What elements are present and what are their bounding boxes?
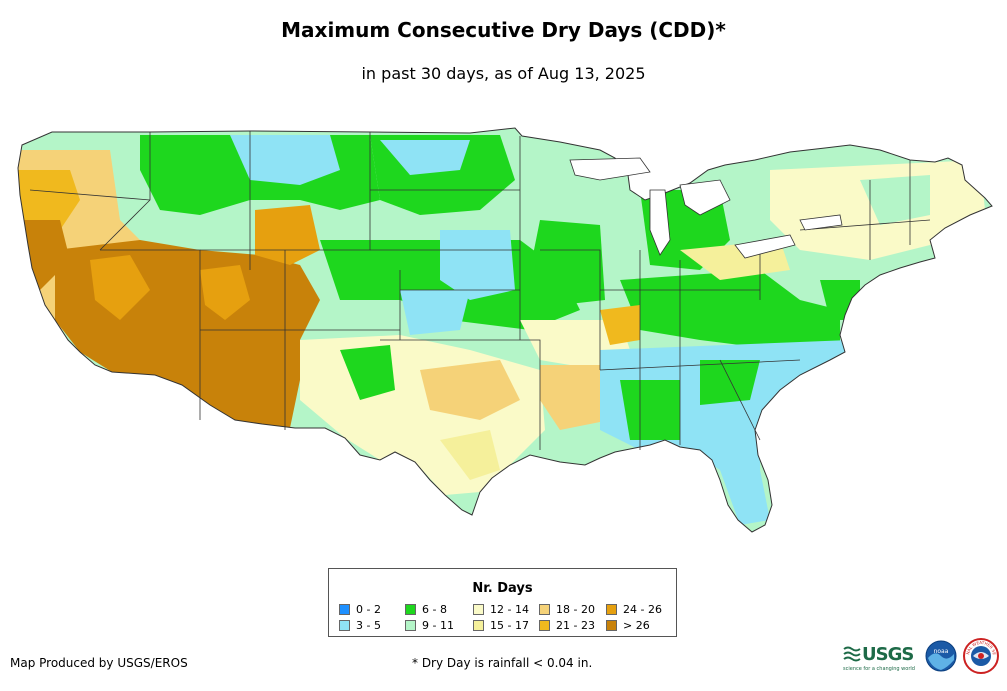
cdd-map	[17, 127, 993, 533]
legend-label: 21 - 23	[556, 619, 595, 632]
usgs-wave-icon	[843, 646, 861, 661]
legend-swatch	[606, 620, 617, 631]
legend-title: Nr. Days	[472, 581, 533, 596]
noaa-wordmark: noaa	[934, 648, 949, 655]
legend-label: 15 - 17	[490, 619, 529, 632]
usgs-logo: USGS	[843, 644, 914, 665]
legend-label: 9 - 11	[422, 619, 454, 632]
map-title: Maximum Consecutive Dry Days (CDD)*	[281, 18, 726, 42]
dry-day-footnote: * Dry Day is rainfall < 0.04 in.	[412, 656, 593, 670]
legend-label: 0 - 2	[356, 603, 381, 616]
legend-item-0-2: 0 - 2	[339, 603, 381, 616]
usgs-tagline: science for a changing world	[843, 666, 915, 672]
legend-item-21-23: 21 - 23	[539, 619, 595, 632]
legend-swatch	[539, 604, 550, 615]
legend-label: 6 - 8	[422, 603, 447, 616]
legend-label: 12 - 14	[490, 603, 529, 616]
legend-label: 3 - 5	[356, 619, 381, 632]
legend-swatch	[339, 620, 350, 631]
legend-swatch	[473, 620, 484, 631]
legend-item-24-26: 24 - 26	[606, 603, 662, 616]
legend-item-6-8: 6 - 8	[405, 603, 447, 616]
legend-item-18-20: 18 - 20	[539, 603, 595, 616]
map-credit: Map Produced by USGS/EROS	[10, 656, 188, 670]
legend-swatch	[473, 604, 484, 615]
legend-label: 18 - 20	[556, 603, 595, 616]
legend-swatch	[405, 620, 416, 631]
legend-item-3-5: 3 - 5	[339, 619, 381, 632]
legend-swatch	[606, 604, 617, 615]
legend-label: 24 - 26	[623, 603, 662, 616]
agency-logos: USGS science for a changing world noaa N…	[843, 638, 1001, 678]
map-legend: Nr. Days 0 - 2 3 - 5 6 - 8 9 - 11 12 - 1…	[328, 568, 677, 637]
noaa-logo-icon: noaa	[925, 640, 957, 672]
map-subtitle: in past 30 days, as of Aug 13, 2025	[361, 64, 646, 83]
usgs-wordmark: USGS	[862, 644, 914, 665]
legend-label: > 26	[623, 619, 650, 632]
legend-swatch	[539, 620, 550, 631]
legend-swatch	[405, 604, 416, 615]
legend-item-gt-26: > 26	[606, 619, 650, 632]
legend-swatch	[339, 604, 350, 615]
legend-item-12-14: 12 - 14	[473, 603, 529, 616]
legend-item-15-17: 15 - 17	[473, 619, 529, 632]
legend-item-9-11: 9 - 11	[405, 619, 454, 632]
nws-logo-icon: NATIONAL WEATHER SERVICE	[963, 638, 999, 674]
state-borders	[29, 131, 931, 450]
great-lakes	[569, 157, 843, 259]
